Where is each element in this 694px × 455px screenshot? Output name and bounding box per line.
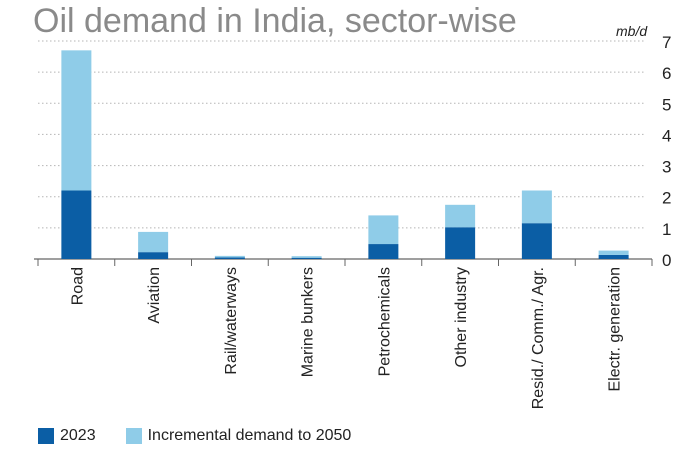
- x-tick-label-marine-bunkers: Marine bunkers: [300, 267, 317, 377]
- legend-label-2023: 2023: [60, 427, 96, 444]
- bar-other-industry-2023: [445, 227, 476, 259]
- bar-rail-waterways-2023: [214, 257, 245, 259]
- x-tick-label-aviation: Aviation: [146, 267, 163, 324]
- bar-petrochemicals-incremental: [368, 215, 399, 245]
- bar-aviation-incremental: [138, 231, 169, 253]
- y-tick-label: 2: [662, 189, 671, 208]
- y-tick-label: 1: [662, 220, 671, 239]
- bar-electr-generation-2023: [598, 254, 629, 259]
- bar-aviation-2023: [138, 252, 169, 259]
- x-tick-label-electr-generation: Electr. generation: [607, 267, 624, 392]
- bar-other-industry-incremental: [445, 204, 476, 228]
- bar-electr-generation-incremental: [598, 250, 629, 255]
- bar-rail-waterways-incremental: [214, 255, 245, 258]
- y-tick-label: 3: [662, 158, 671, 177]
- x-tick-label-rail-waterways: Rail/waterways: [223, 267, 240, 375]
- bar-road-2023: [61, 190, 92, 259]
- bar-petrochemicals-2023: [368, 244, 399, 259]
- y-axis-unit: mb/d: [616, 23, 648, 39]
- y-tick-label: 4: [662, 126, 671, 145]
- legend-swatch-2023: [38, 428, 54, 444]
- bar-marine-bunkers-2023: [291, 257, 322, 259]
- legend-label-incremental: Incremental demand to 2050: [147, 427, 352, 444]
- x-tick-label-petrochemicals: Petrochemicals: [376, 267, 393, 376]
- bar-road-incremental: [61, 50, 92, 191]
- y-tick-label: 0: [662, 251, 671, 270]
- bar-marine-bunkers-incremental: [291, 256, 322, 258]
- bar-resid-comm-agr-2023: [521, 223, 552, 259]
- legend: 2023 Incremental demand to 2050: [38, 427, 381, 445]
- x-tick-label-other-industry: Other industry: [453, 267, 470, 367]
- y-tick-label: 6: [662, 64, 671, 83]
- legend-item-2023: 2023: [38, 427, 96, 445]
- legend-item-incremental: Incremental demand to 2050: [125, 427, 352, 445]
- y-tick-label: 5: [662, 95, 671, 114]
- legend-swatch-incremental: [125, 428, 142, 444]
- y-tick-label: 7: [662, 33, 671, 52]
- bar-resid-comm-agr-incremental: [521, 190, 552, 224]
- x-tick-label-road: Road: [69, 267, 86, 305]
- x-tick-label-resid-comm-agr: Resid./ Comm./ Agr.: [530, 267, 547, 409]
- chart-title: Oil demand in India, sector-wise: [33, 2, 517, 40]
